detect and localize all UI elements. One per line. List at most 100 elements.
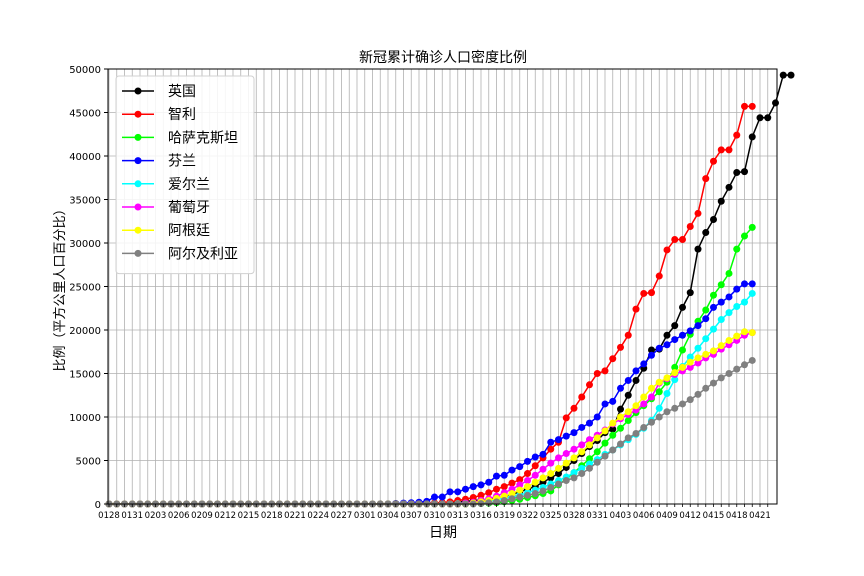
data-point xyxy=(725,293,733,301)
legend-item: 葡萄牙 xyxy=(122,200,210,216)
data-point xyxy=(586,455,593,463)
data-point xyxy=(671,369,679,377)
data-point xyxy=(702,384,710,392)
data-point xyxy=(547,438,555,446)
y-tick-label: 40000 xyxy=(69,152,101,163)
data-point xyxy=(593,434,601,442)
data-point xyxy=(539,465,547,473)
data-point xyxy=(562,414,570,422)
data-point xyxy=(586,419,593,427)
legend-label: 芬兰 xyxy=(168,154,196,170)
data-point xyxy=(663,408,671,416)
y-tick-label: 0 xyxy=(95,500,101,511)
series-line xyxy=(109,292,753,505)
x-tick-label: 0415 xyxy=(703,511,725,521)
data-point xyxy=(555,480,562,488)
data-point xyxy=(640,360,648,368)
y-tick-label: 35000 xyxy=(69,196,101,207)
data-point xyxy=(741,168,748,176)
data-point xyxy=(593,458,601,466)
legend-marker xyxy=(134,226,142,234)
data-point xyxy=(686,363,694,371)
data-point xyxy=(779,71,787,79)
data-point xyxy=(725,370,733,377)
data-point xyxy=(632,402,640,410)
data-point xyxy=(710,303,717,311)
x-axis-label: 日期 xyxy=(429,525,457,541)
data-point xyxy=(640,289,648,297)
data-point xyxy=(609,397,617,405)
data-point xyxy=(671,376,679,384)
data-point xyxy=(617,424,624,432)
data-point xyxy=(717,316,725,324)
data-point xyxy=(609,446,617,454)
data-point xyxy=(694,322,702,330)
data-point xyxy=(508,490,516,498)
data-point xyxy=(555,436,562,444)
y-tick-label: 45000 xyxy=(69,109,101,120)
x-tick-label: 0224 xyxy=(307,511,329,521)
data-point xyxy=(748,102,756,110)
data-point xyxy=(663,246,671,254)
y-axis: 0 5000 10000 15000 20000 25000 30000 35000 40000… xyxy=(69,65,108,511)
data-point xyxy=(686,358,694,366)
x-tick-label: 0304 xyxy=(377,511,399,521)
data-point xyxy=(741,328,748,336)
x-tick-label: 0403 xyxy=(610,511,632,521)
data-point xyxy=(764,114,772,122)
data-point xyxy=(679,303,686,311)
data-point xyxy=(694,354,702,362)
data-point xyxy=(578,470,586,478)
data-point xyxy=(524,491,531,499)
data-point xyxy=(493,472,500,480)
data-point xyxy=(655,404,663,412)
data-point xyxy=(632,430,640,438)
y-tick-label: 30000 xyxy=(69,239,101,250)
data-point xyxy=(500,471,508,479)
data-point xyxy=(717,342,725,350)
data-point xyxy=(632,305,640,313)
data-point xyxy=(741,298,748,306)
legend-box xyxy=(115,75,255,275)
data-point xyxy=(655,344,663,352)
data-point xyxy=(648,289,655,297)
legend-item: 阿根廷 xyxy=(122,223,210,239)
data-point xyxy=(539,450,547,458)
data-point xyxy=(710,216,717,224)
data-point xyxy=(578,423,586,431)
data-point xyxy=(485,489,493,497)
legend-item: 英国 xyxy=(122,83,196,100)
data-point xyxy=(725,146,733,154)
data-point xyxy=(601,452,609,460)
legend-marker xyxy=(134,133,142,141)
data-point xyxy=(717,298,725,306)
data-point xyxy=(570,454,578,462)
data-point xyxy=(578,464,586,472)
data-point xyxy=(547,445,555,453)
data-point xyxy=(516,481,524,489)
data-point xyxy=(469,493,477,501)
data-point xyxy=(710,379,717,387)
data-point xyxy=(570,474,578,482)
data-point xyxy=(531,478,539,486)
data-point xyxy=(446,488,454,496)
x-tick-label: 0319 xyxy=(493,511,515,521)
data-point xyxy=(733,285,741,293)
legend-item: 哈萨克斯坦 xyxy=(122,130,238,146)
y-axis-label: 比例（平方公里人口百分比） xyxy=(52,202,68,371)
data-point xyxy=(725,183,733,191)
x-tick-label: 0131 xyxy=(121,511,143,521)
data-point xyxy=(624,331,632,339)
data-point xyxy=(617,440,624,448)
data-point xyxy=(710,157,717,165)
legend-marker xyxy=(134,110,142,118)
x-tick-label: 0328 xyxy=(563,511,585,521)
data-point xyxy=(733,131,741,139)
data-point xyxy=(531,471,539,479)
data-point xyxy=(702,335,710,343)
x-tick-label: 0209 xyxy=(191,511,213,521)
data-point xyxy=(772,99,779,107)
data-point xyxy=(725,336,733,344)
data-point xyxy=(539,487,547,495)
data-point xyxy=(686,353,694,361)
